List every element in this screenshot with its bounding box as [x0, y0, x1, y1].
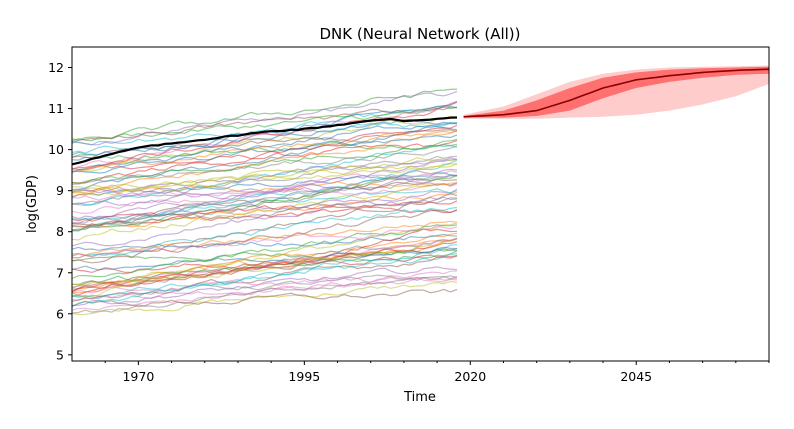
background-series-line	[71, 225, 458, 258]
background-series-line	[71, 188, 458, 247]
background-series-line	[71, 88, 458, 144]
chart-title: DNK (Neural Network (All))	[319, 25, 520, 43]
y-tick-label: 8	[56, 224, 64, 239]
x-tick-label: 1970	[122, 369, 154, 384]
background-series-line	[72, 222, 458, 286]
background-series-group	[71, 88, 458, 316]
background-series-line	[71, 124, 458, 184]
background-series-line	[71, 143, 458, 185]
background-series-line	[71, 276, 458, 294]
background-series-line	[71, 255, 458, 302]
background-series-line	[71, 181, 458, 194]
y-tick-label: 7	[56, 265, 64, 280]
background-series-line	[71, 145, 458, 206]
background-series-line	[71, 101, 458, 171]
background-series-line	[71, 182, 458, 201]
background-series-line	[71, 238, 458, 299]
plot-area	[71, 46, 770, 362]
background-series-line	[71, 237, 458, 290]
background-series-line	[71, 163, 458, 189]
y-tick-label: 11	[48, 101, 64, 116]
background-series-line	[71, 118, 458, 156]
y-tick-label: 6	[56, 306, 64, 321]
x-tick-label: 2020	[454, 369, 486, 384]
background-series-line	[71, 174, 458, 232]
background-series-line	[71, 196, 458, 220]
forecast-inner-band	[463, 66, 769, 118]
y-axis-label: log(GDP)	[25, 175, 40, 233]
background-series-line	[71, 129, 458, 172]
background-series-line	[71, 244, 458, 308]
forecast-outer-band	[463, 65, 769, 119]
y-axis: 5 6 7 8 9 10 11 12	[48, 60, 72, 362]
history-group	[71, 116, 458, 166]
y-tick-label: 10	[48, 142, 64, 157]
background-series-line	[71, 159, 458, 231]
background-series-line	[71, 157, 458, 193]
background-series-line	[71, 246, 458, 271]
background-series-line	[71, 266, 458, 307]
background-series-line	[71, 182, 458, 241]
y-tick-label: 12	[48, 60, 64, 75]
forecast-median-line	[463, 68, 770, 118]
x-axis: 1970 1995 2020 2045	[104, 361, 770, 384]
background-series-line	[71, 197, 458, 225]
history-series-line	[71, 116, 458, 166]
background-series-line	[71, 90, 458, 146]
background-series-line	[71, 209, 458, 264]
background-series-line	[71, 174, 458, 232]
background-series-line	[71, 192, 458, 231]
background-series-line	[71, 206, 458, 257]
background-series-line	[71, 140, 458, 170]
background-series-line	[71, 174, 458, 207]
background-series-line	[71, 145, 458, 185]
background-series-line	[71, 106, 458, 142]
background-series-line	[71, 168, 458, 229]
x-axis-label: Time	[403, 390, 436, 405]
background-series-line	[71, 252, 458, 299]
y-tick-label: 9	[56, 183, 64, 198]
plot-frame	[71, 46, 770, 362]
x-tick-label: 2045	[620, 369, 652, 384]
background-series-line	[71, 100, 458, 170]
background-series-line	[71, 274, 458, 299]
background-series-line	[71, 105, 458, 141]
forecast-group	[463, 65, 770, 119]
x-tick-label: 1995	[288, 369, 320, 384]
background-series-line	[71, 163, 458, 196]
background-series-line	[71, 288, 458, 308]
background-series-line	[71, 224, 458, 280]
y-tick-label: 5	[56, 347, 64, 362]
